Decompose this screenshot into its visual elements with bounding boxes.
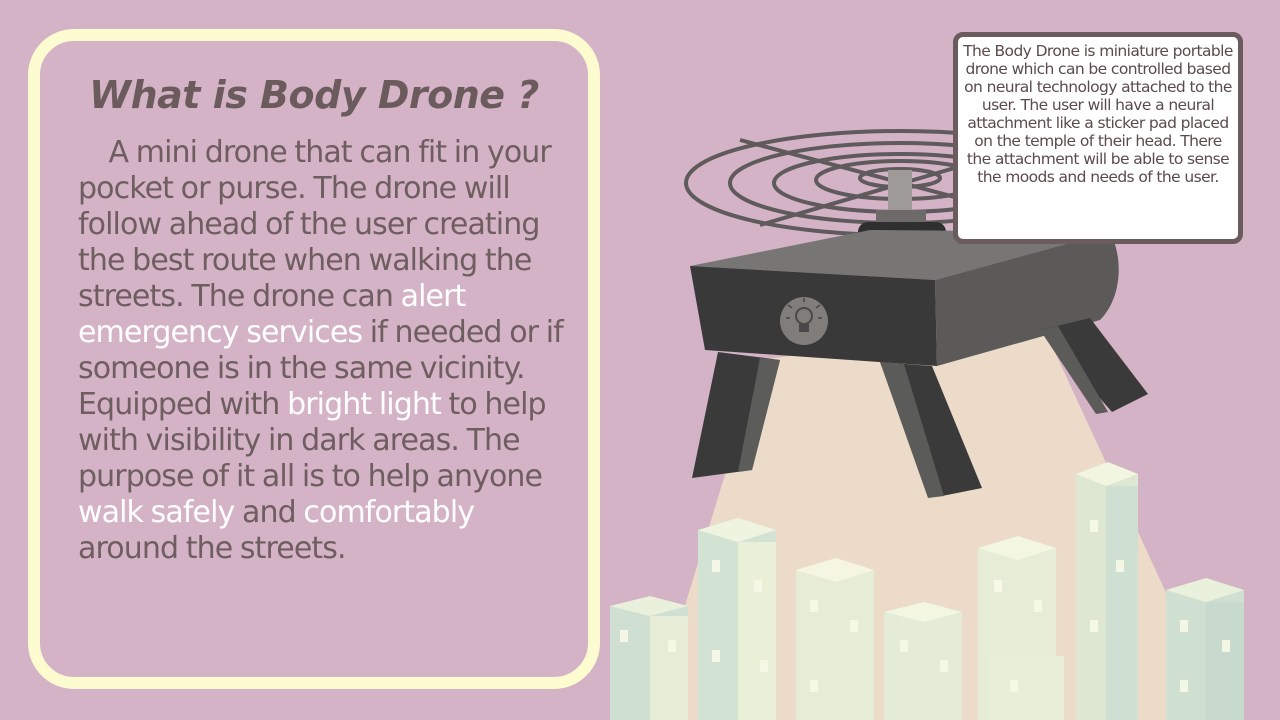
slide-title: What is Body Drone ? (89, 73, 539, 117)
body-text-part: A mini drone that can fit in your pocket… (78, 135, 552, 314)
city-buildings-illustration (610, 462, 1244, 720)
body-text-part: around the streets. (78, 531, 347, 566)
building (610, 596, 688, 720)
highlight-bright-light: bright light (287, 387, 442, 422)
highlight-comfortably: comfortably (303, 495, 475, 530)
lightbulb-icon (780, 297, 828, 345)
building (978, 536, 1064, 720)
building (1166, 578, 1244, 720)
drone-illustration (684, 129, 1148, 498)
body-text-part: if needed or if someone is in the same v… (78, 315, 564, 422)
body-text-part: to help with visibility in dark areas. T… (78, 387, 547, 494)
callout-text: The Body Drone is miniature portable dro… (963, 42, 1233, 186)
building (1076, 462, 1138, 720)
highlight-walk-safely: walk safely (78, 495, 235, 530)
building (698, 518, 776, 720)
building (884, 602, 962, 720)
body-paragraph: A mini drone that can fit in your pocket… (78, 135, 578, 567)
highlight-alert-emergency-services: alert emergency services (78, 279, 466, 350)
body-text-part: and (234, 495, 304, 530)
info-card: What is Body Drone ? A mini drone that c… (28, 29, 600, 689)
description-callout: The Body Drone is miniature portable dro… (953, 32, 1243, 244)
building (796, 558, 874, 720)
